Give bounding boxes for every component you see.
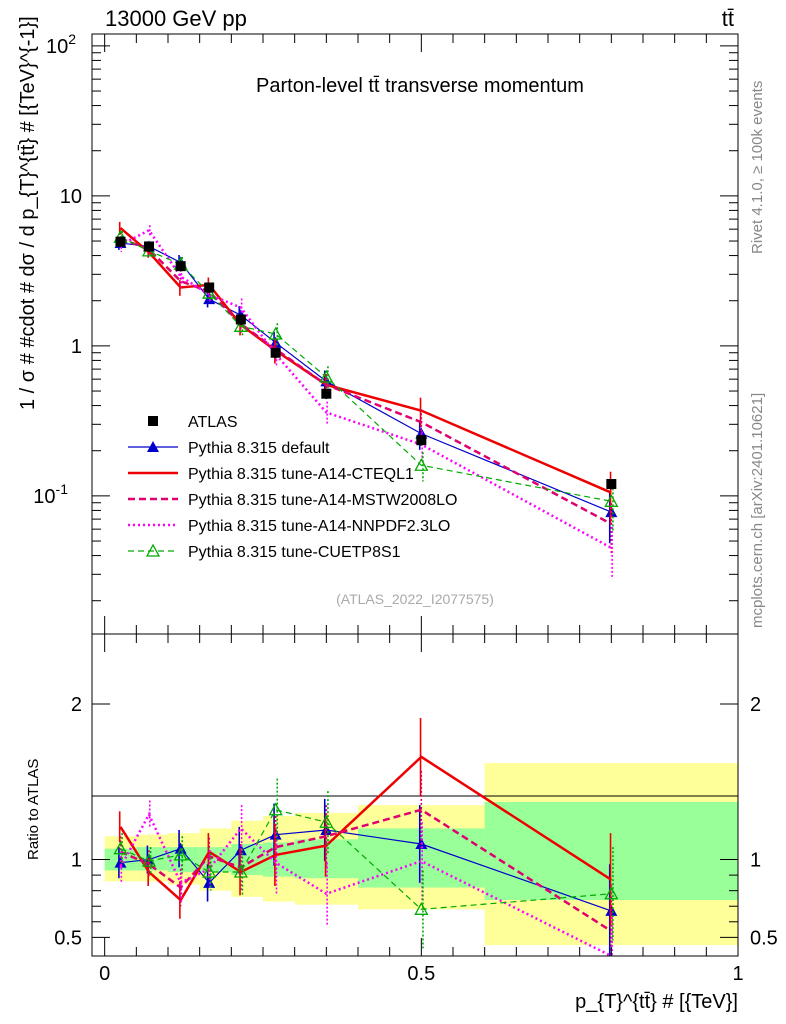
data-point-marker xyxy=(233,864,248,878)
legend-label: Pythia 8.315 tune-A14-MSTW2008LO xyxy=(188,492,457,509)
data-point-marker xyxy=(202,285,217,299)
data-point-marker xyxy=(604,493,619,507)
legend: ATLAS Pythia 8.315 default Pythia 8.315 tu… xyxy=(128,414,457,561)
main-series-layer xyxy=(113,221,619,580)
data-point-marker xyxy=(414,901,429,915)
energy-label: 13000 GeV pp xyxy=(105,6,247,31)
legend-label: Pythia 8.315 tune-A14-CTEQL1 xyxy=(188,466,414,483)
ratio-y-tick-label-right: 2 xyxy=(750,694,761,716)
x-tick-label: 0.5 xyxy=(407,963,435,985)
y-tick-exponent: 2 xyxy=(68,31,76,47)
ratio-series-line xyxy=(119,811,612,958)
ratio-y-tick-label: 2 xyxy=(71,694,82,716)
data-point-marker xyxy=(148,416,158,426)
ratio-axes: 0.5 0.5 1 1 2 2 0 0.5 1 xyxy=(54,634,778,985)
ratio-frame xyxy=(91,633,739,957)
main-panel: 10-1 1 10 102 Parton-level tt̄ transverse m… xyxy=(17,16,739,635)
legend-label: Pythia 8.315 tune-CUETP8S1 xyxy=(188,544,401,561)
ratio-series-layer xyxy=(113,718,619,958)
data-point-marker xyxy=(173,847,188,861)
data-point-marker xyxy=(144,241,154,252)
data-point-marker xyxy=(113,841,128,855)
ratio-y-axis-title: Ratio to ATLAS xyxy=(25,759,42,860)
y-tick-label: 10 xyxy=(60,186,82,208)
y-tick-label: 10-1 xyxy=(33,481,68,508)
data-point-marker xyxy=(606,479,617,489)
data-point-marker xyxy=(233,318,248,332)
x-tick-label: 0 xyxy=(99,963,110,985)
data-point-marker xyxy=(604,886,619,900)
data-point-marker xyxy=(204,282,215,293)
legend-label: Pythia 8.315 tune-A14-NNPDF2.3LO xyxy=(188,518,450,535)
ratio-y-tick-label: 1 xyxy=(71,850,82,872)
ratio-y-tick-label: 0.5 xyxy=(54,927,82,949)
y-tick-exponent: -1 xyxy=(56,481,69,497)
data-point-marker xyxy=(268,326,283,340)
ratio-series-line xyxy=(120,809,612,910)
ratio-y-tick-label-right: 1 xyxy=(750,850,761,872)
data-point-marker xyxy=(270,347,281,358)
data-point-marker xyxy=(319,369,334,383)
x-tick-label: 1 xyxy=(732,963,743,985)
y-tick-label: 1 xyxy=(71,336,82,358)
series-line xyxy=(120,236,612,502)
data-point-marker xyxy=(141,853,157,867)
legend-label: ATLAS xyxy=(188,414,238,431)
series-line xyxy=(120,237,612,526)
mcplots-label: mcplots.cern.ch [arXiv:2401.10621] xyxy=(749,393,766,628)
process-label: tt̄ xyxy=(722,6,734,31)
data-point-marker xyxy=(321,388,332,399)
ratio-panel: 0.5 0.5 1 1 2 2 0 0.5 1 Ratio to ATLAS p_{T}^{tt… xyxy=(25,633,778,1013)
x-axis-title: p_{T}^{tt̄} # [{TeV}] xyxy=(575,991,738,1013)
y-axis-title: 1 / σ # #cdot # dσ / d p_{T}^{tt̄} # [{T… xyxy=(17,16,39,410)
data-point-marker xyxy=(414,457,429,471)
main-axes: 10-1 1 10 102 xyxy=(33,31,739,634)
data-point-marker xyxy=(175,261,186,272)
data-point-marker xyxy=(235,314,246,325)
data-point-marker xyxy=(145,543,161,557)
watermark: (ATLAS_2022_I2077575) xyxy=(336,591,494,607)
y-tick-label: 102 xyxy=(46,31,76,58)
data-point-marker xyxy=(416,435,427,446)
legend-label: Pythia 8.315 default xyxy=(188,440,330,457)
rivet-label: Rivet 4.1.0, ≥ 100k events xyxy=(749,81,766,254)
data-point-marker xyxy=(268,802,283,816)
main-title: Parton-level tt̄ transverse momentum xyxy=(256,75,584,97)
data-point-marker xyxy=(115,236,126,247)
data-point-marker xyxy=(319,814,334,828)
data-point-marker xyxy=(202,864,217,878)
ratio-y-tick-label-right: 0.5 xyxy=(750,927,778,949)
data-point-marker xyxy=(147,441,159,452)
